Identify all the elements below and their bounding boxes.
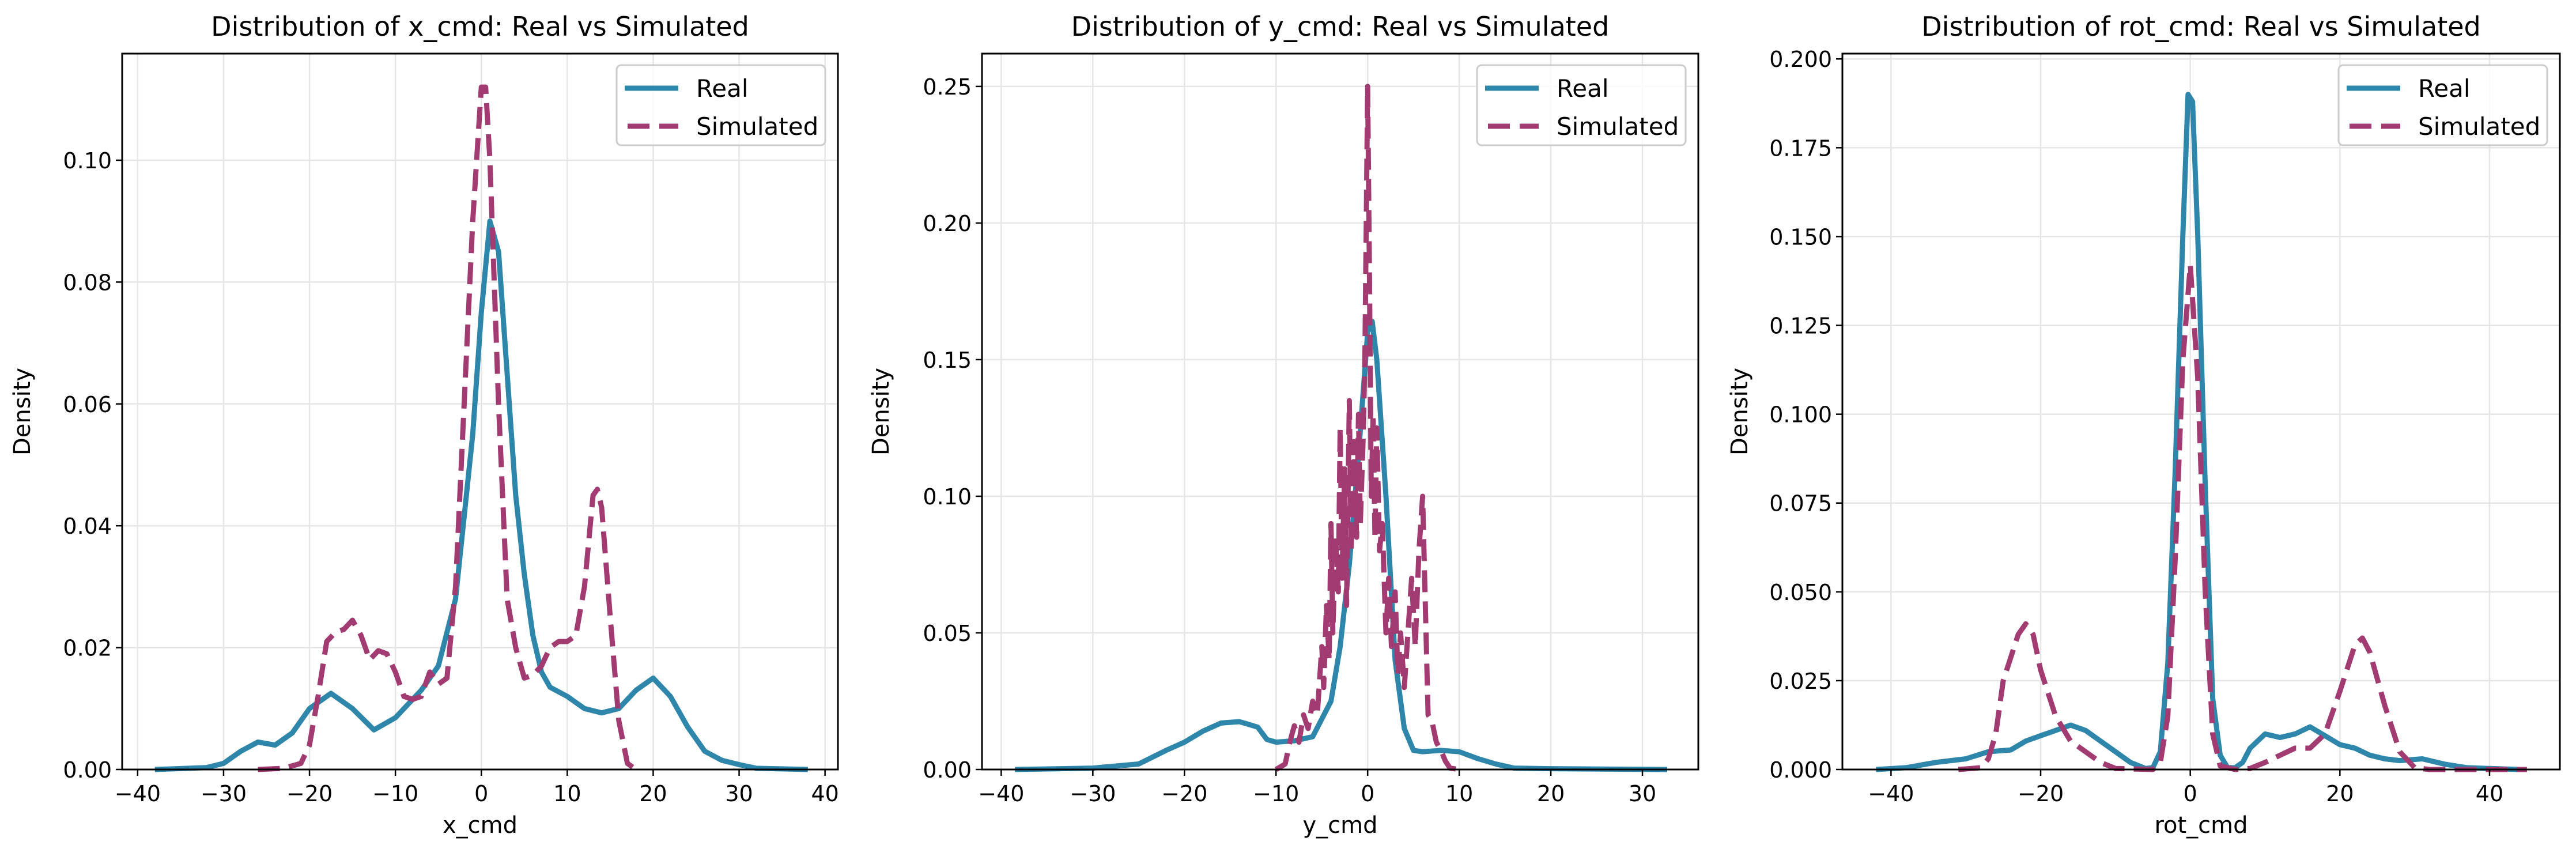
x-tick-label: −20 — [286, 781, 333, 806]
chart-title: Distribution of rot_cmd: Real vs Simulat… — [1921, 11, 2481, 42]
y-tick-label: 0.20 — [923, 211, 972, 236]
x-tick-label: 30 — [725, 781, 753, 806]
x-tick-label: 0 — [474, 781, 488, 806]
y-tick-label: 0.05 — [923, 621, 972, 646]
x-tick-label: 40 — [2476, 781, 2503, 806]
x-tick-label: −10 — [372, 781, 418, 806]
x-tick-label: −40 — [115, 781, 161, 806]
legend-label-simulated: Simulated — [1557, 112, 1679, 141]
x-tick-label: 10 — [1445, 781, 1473, 806]
x-tick-label: 0 — [2184, 781, 2197, 806]
y-tick-label: 0.08 — [63, 270, 112, 295]
legend-label-real: Real — [2418, 74, 2471, 103]
y-axis-label: Density — [9, 368, 36, 455]
subplot-y_cmd: −40 −30 −20 −10 0 10 20 30 0.00 0.05 0.10 0.15 0.20 0… — [868, 11, 1699, 839]
x-tick-label: −40 — [1868, 781, 1914, 806]
y-tick-label: 0.075 — [1769, 491, 1832, 516]
series-line-real — [1876, 92, 2520, 772]
subplot-x_cmd: −40 −30 −20 −10 0 10 20 30 40 0.00 0.02 0.04 0.06 0.0… — [9, 11, 839, 839]
legend-label-real: Real — [1557, 74, 1609, 103]
y-tick-label: 0.000 — [1769, 757, 1832, 783]
x-tick-label: 40 — [811, 781, 838, 806]
y-tick-label: 0.125 — [1769, 314, 1832, 339]
x-tick-label: 10 — [553, 781, 581, 806]
y-tick-label: 0.050 — [1769, 580, 1832, 605]
x-tick-label: 30 — [1629, 781, 1656, 806]
x-axis-label: y_cmd — [1302, 812, 1377, 839]
x-axis-label: rot_cmd — [2154, 812, 2248, 839]
y-tick-label: 0.025 — [1769, 669, 1832, 694]
legend: Real Simulated — [615, 64, 826, 146]
x-tick-label: −10 — [1253, 781, 1299, 806]
y-tick-label: 0.200 — [1769, 47, 1832, 72]
y-axis-label: Density — [1727, 368, 1753, 455]
legend-label-simulated: Simulated — [696, 112, 818, 141]
x-tick-label: −40 — [978, 781, 1024, 806]
axes-frame — [981, 52, 1699, 771]
x-tick-label: 20 — [2326, 781, 2354, 806]
y-tick-label: 0.02 — [63, 636, 112, 661]
y-tick-label: 0.04 — [63, 514, 112, 539]
chart-title: Distribution of y_cmd: Real vs Simulated — [1071, 11, 1610, 42]
x-tick-label: 20 — [639, 781, 667, 806]
y-tick-label: 0.15 — [923, 348, 972, 373]
y-tick-label: 0.10 — [923, 484, 972, 510]
y-tick-label: 0.25 — [923, 74, 972, 100]
axes-frame — [1841, 52, 2561, 771]
axes-frame — [121, 52, 839, 771]
legend-label-real: Real — [696, 74, 749, 103]
x-tick-label: −30 — [1070, 781, 1116, 806]
series-line-simulated — [1274, 84, 1460, 772]
legend: Real Simulated — [1476, 64, 1687, 146]
x-tick-label: −20 — [2018, 781, 2064, 806]
series-line-real — [154, 218, 808, 772]
legend: Real Simulated — [2337, 64, 2548, 146]
x-tick-label: 20 — [1537, 781, 1565, 806]
y-axis-label: Density — [868, 368, 894, 455]
y-tick-label: 0.00 — [63, 757, 112, 783]
legend-label-simulated: Simulated — [2418, 112, 2540, 141]
x-tick-label: −20 — [1161, 781, 1207, 806]
subplot-rot_cmd: −40 −20 0 20 40 0.000 0.025 0.050 0.075 0.100 0.12… — [1727, 11, 2561, 839]
y-tick-label: 0.06 — [63, 392, 112, 417]
chart-title: Distribution of x_cmd: Real vs Simulated — [211, 11, 749, 42]
series-line-simulated — [1958, 262, 2527, 772]
y-tick-label: 0.00 — [923, 757, 972, 783]
y-tick-label: 0.10 — [63, 148, 112, 173]
x-tick-label: −30 — [201, 781, 247, 806]
x-axis-label: x_cmd — [443, 812, 518, 839]
y-tick-label: 0.100 — [1769, 402, 1832, 428]
y-tick-label: 0.175 — [1769, 135, 1832, 161]
series-line-simulated — [258, 84, 638, 772]
y-tick-label: 0.150 — [1769, 224, 1832, 250]
x-tick-label: 0 — [1361, 781, 1374, 806]
